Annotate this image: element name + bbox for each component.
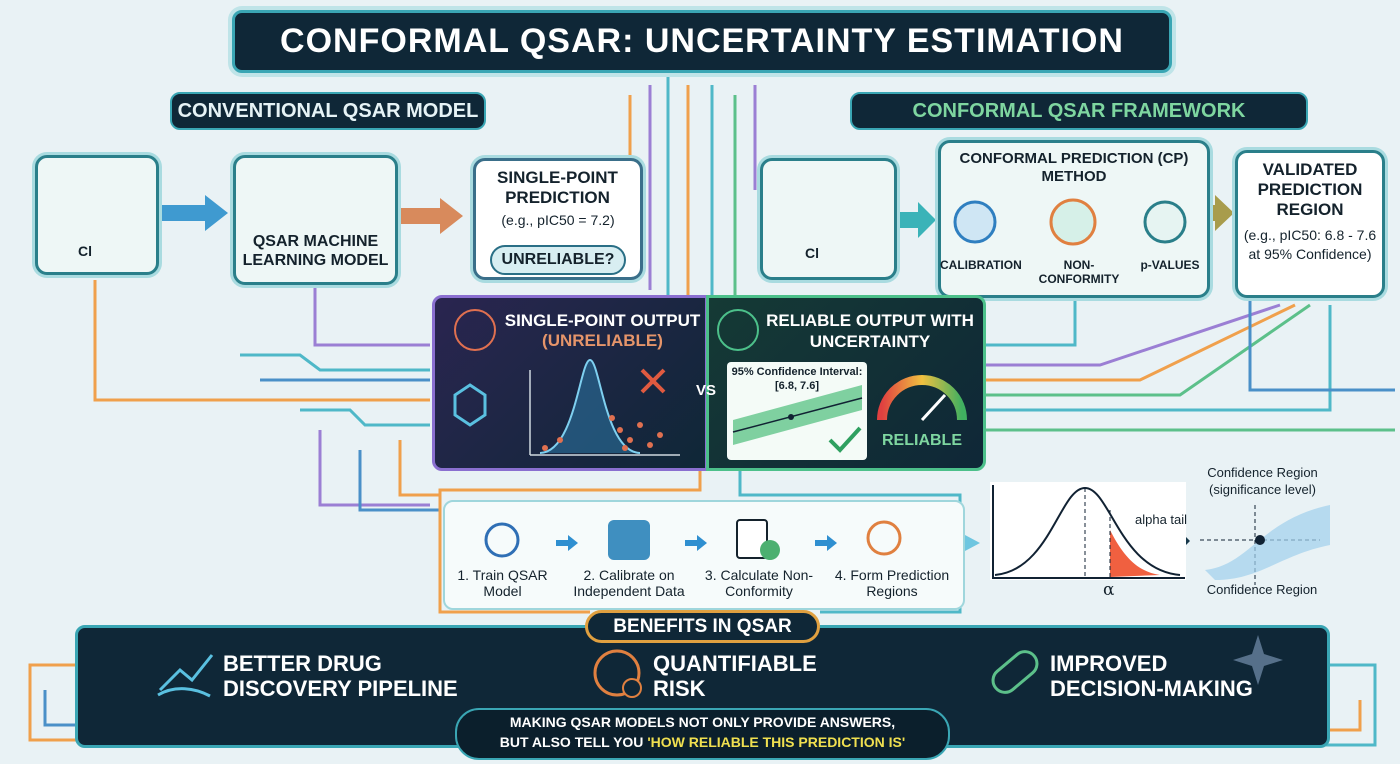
molecule-box bbox=[760, 158, 897, 280]
footer-line1: MAKING QSAR MODELS NOT ONLY PROVIDE ANSW… bbox=[509, 714, 896, 730]
footer-text: BUT ALSO TELL YOU bbox=[499, 734, 644, 750]
vs-label: VS bbox=[695, 382, 716, 399]
method-step: NON-CONFORMITY bbox=[1038, 258, 1120, 286]
process-step: 3. Calculate Non-Conformity bbox=[704, 567, 814, 599]
left-heading: CONVENTIONAL QSAR MODEL bbox=[170, 92, 486, 130]
footer-highlight: 'HOW RELIABLE THIS PREDICTION IS' bbox=[647, 734, 906, 750]
process-step: 2. Calibrate on Independent Data bbox=[573, 567, 685, 599]
region-box bbox=[1235, 150, 1385, 298]
footer-line2: BUT ALSO TELL YOU 'HOW RELIABLE THIS PRE… bbox=[460, 734, 945, 750]
left-subtitle: (UNRELIABLE) bbox=[542, 331, 663, 350]
process-step: 4. Form Prediction Regions bbox=[834, 567, 950, 599]
molecule-label: Cl bbox=[805, 245, 819, 261]
region-title: VALIDATED PREDICTION REGION bbox=[1257, 160, 1363, 219]
prediction-example: (e.g., pIC50 = 7.2) bbox=[501, 212, 615, 228]
footer-pill bbox=[455, 708, 950, 760]
method-step: CALIBRATION bbox=[940, 258, 1022, 272]
interval-label: 95% Confidence Interval: bbox=[731, 366, 863, 378]
molecule-label: Cl bbox=[78, 243, 92, 259]
benefit-item: IMPROVED DECISION-MAKING bbox=[1050, 651, 1253, 701]
model-box bbox=[233, 155, 398, 285]
left-title: SINGLE-POINT OUTPUT bbox=[504, 311, 701, 330]
region-example: (e.g., pIC50: 6.8 - 7.6 at 95% Confidenc… bbox=[1243, 227, 1377, 262]
model-label: QSAR MACHINE LEARNING MODEL bbox=[242, 233, 389, 269]
method-step: p-VALUES bbox=[1140, 258, 1200, 272]
molecule-box bbox=[35, 155, 159, 275]
method-title: CONFORMAL PREDICTION (CP) METHOD bbox=[959, 150, 1189, 185]
prediction-title: SINGLE-POINT PREDICTION bbox=[497, 168, 618, 207]
region-bottom-label: Confidence Region bbox=[1206, 582, 1318, 597]
distribution-plot bbox=[990, 482, 1186, 580]
region-top-label: Confidence Region (significance level) bbox=[1207, 465, 1318, 497]
connectors bbox=[28, 60, 1395, 747]
unreliable-flag: UNRELIABLE? bbox=[490, 245, 626, 275]
alpha-label: alpha tail bbox=[1135, 512, 1188, 527]
right-title: RELIABLE OUTPUT WITH UNCERTAINTY bbox=[766, 311, 974, 351]
title: CONFORMAL QSAR: UNCERTAINTY ESTIMATION bbox=[232, 10, 1172, 73]
process-step: 1. Train QSAR Model bbox=[457, 567, 548, 599]
right-heading: CONFORMAL QSAR FRAMEWORK bbox=[850, 92, 1308, 130]
benefit-item: BETTER DRUG DISCOVERY PIPELINE bbox=[223, 651, 458, 701]
benefit-item: QUANTIFIABLE RISK bbox=[653, 651, 817, 701]
reliable-badge: RELIABLE bbox=[882, 432, 962, 449]
interval-value: [6.8, 7.6] bbox=[774, 380, 820, 392]
alpha-symbol: α bbox=[1103, 580, 1115, 600]
benefits-title: BENEFITS IN QSAR bbox=[585, 610, 820, 643]
